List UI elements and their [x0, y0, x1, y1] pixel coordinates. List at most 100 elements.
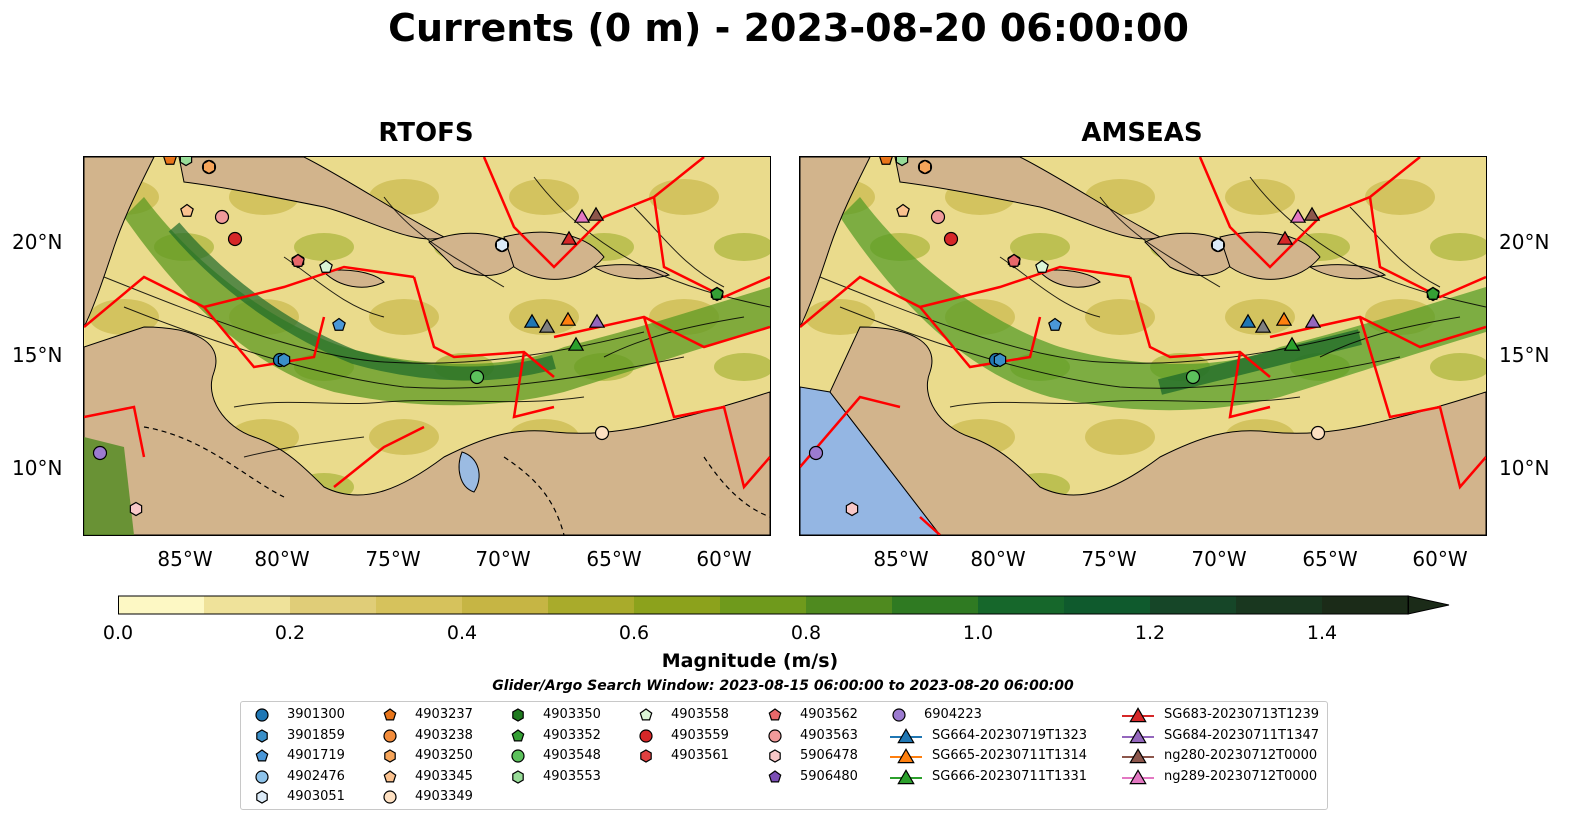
map-marker [895, 157, 909, 167]
colorbar-segment [118, 596, 205, 614]
legend-label: 4903561 [671, 748, 729, 763]
map-marker [180, 203, 194, 217]
rtofs-map-panel [83, 156, 771, 536]
colorbar-segment [720, 596, 807, 614]
legend-marker [892, 708, 906, 722]
map-marker [1276, 230, 1294, 245]
legend-marker [768, 708, 782, 721]
colorbar-segment [290, 596, 377, 614]
lon-tick-label: 85°W [873, 547, 929, 571]
map-marker [1239, 313, 1257, 328]
legend-marker [383, 728, 397, 743]
map-marker [559, 311, 577, 326]
legend-marker [639, 728, 653, 743]
legend-marker [255, 749, 269, 762]
colorbar-frame [118, 595, 1409, 615]
legend-marker [769, 749, 781, 763]
legend-label: 4903562 [800, 707, 858, 722]
panel-title-rtofs: RTOFS [378, 118, 474, 148]
colorbar-label: Magnitude (m/s) [661, 650, 839, 672]
map-marker [845, 501, 859, 517]
legend-marker [511, 728, 525, 741]
legend-label: 4903349 [415, 789, 473, 804]
colorbar-segment [634, 596, 721, 614]
legend-label: 4903558 [671, 707, 729, 722]
colorbar-tick-label: 0.8 [790, 622, 822, 644]
map-marker [594, 425, 610, 441]
colorbar [118, 594, 1450, 616]
colorbar-scale [118, 595, 1450, 615]
amseas-map-panel [799, 156, 1487, 536]
legend-marker [768, 769, 782, 782]
map-marker [560, 230, 578, 245]
map-marker [710, 286, 724, 300]
lon-tick-label: 65°W [586, 547, 642, 571]
legend-marker [1122, 727, 1154, 743]
legend-marker [640, 749, 652, 763]
legend-label: ng289-20230712T0000 [1164, 768, 1318, 784]
map-marker [1275, 311, 1293, 326]
map-marker [332, 317, 346, 331]
map-marker [163, 157, 177, 165]
colorbar-tick-label: 0.4 [446, 622, 478, 644]
map-marker [538, 318, 556, 333]
map-marker [179, 157, 193, 167]
legend-marker [511, 749, 525, 763]
lon-tick-label: 65°W [1302, 547, 1358, 571]
colorbar-segment [1322, 596, 1409, 614]
map-marker [896, 203, 910, 217]
map-marker [277, 352, 291, 368]
colorbar-tick-label: 1.2 [1134, 622, 1166, 644]
map-marker [930, 209, 946, 225]
colorbar-segment [892, 596, 979, 614]
legend-marker [1122, 768, 1154, 784]
map-marker [129, 501, 143, 517]
map-marker [319, 259, 333, 273]
map-marker [1211, 237, 1225, 253]
colorbar-segment [978, 596, 1065, 614]
map-marker [1185, 369, 1201, 385]
lon-tick-label: 75°W [365, 547, 421, 571]
legend-label: 4903051 [287, 789, 345, 804]
map-marker [1304, 313, 1322, 328]
lon-tick-label: 85°W [157, 547, 213, 571]
map-marker [1007, 253, 1021, 267]
legend-label: 4903553 [543, 768, 601, 784]
lon-tick-label: 80°W [254, 547, 310, 571]
map-marker [808, 445, 824, 461]
lon-tick-label: 70°W [1191, 547, 1247, 571]
legend-marker [1122, 748, 1154, 764]
legend-label: 4902476 [287, 768, 345, 784]
colorbar-segment [462, 596, 549, 614]
lat-tick-label: 15°N [12, 343, 63, 367]
legend-label: SG666-20230711T1331 [932, 768, 1088, 784]
legend-label: 3901300 [287, 707, 345, 722]
lat-tick-label: 20°N [12, 230, 63, 254]
map-marker [918, 159, 932, 175]
legend-label: 4903238 [415, 727, 473, 743]
lat-tick-label: 15°N [1499, 343, 1550, 367]
panel-title-amseas: AMSEAS [1081, 118, 1203, 148]
legend-label: 4903237 [415, 707, 473, 722]
colorbar-tick-label: 0.6 [618, 622, 650, 644]
map-marker [227, 231, 243, 247]
legend-marker [890, 768, 922, 784]
colorbar-segment [548, 596, 635, 614]
legend-marker [639, 708, 653, 721]
legend-label: SG664-20230719T1323 [932, 727, 1088, 743]
map-marker [1289, 208, 1307, 223]
legend-marker [256, 790, 268, 804]
colorbar-segment [1150, 596, 1237, 614]
map-marker [202, 159, 216, 175]
colorbar-segment [376, 596, 463, 614]
map-marker [92, 445, 108, 461]
legend-marker [383, 790, 397, 804]
lat-tick-label: 10°N [1499, 456, 1550, 480]
lat-tick-label: 20°N [1499, 230, 1550, 254]
legend-label: 4903352 [543, 727, 601, 743]
map-marker [1426, 286, 1440, 300]
legend-label: 5906480 [800, 768, 858, 784]
legend-label: 4903559 [671, 727, 729, 743]
map-marker [1035, 259, 1049, 273]
legend-label: 4903563 [800, 727, 858, 743]
